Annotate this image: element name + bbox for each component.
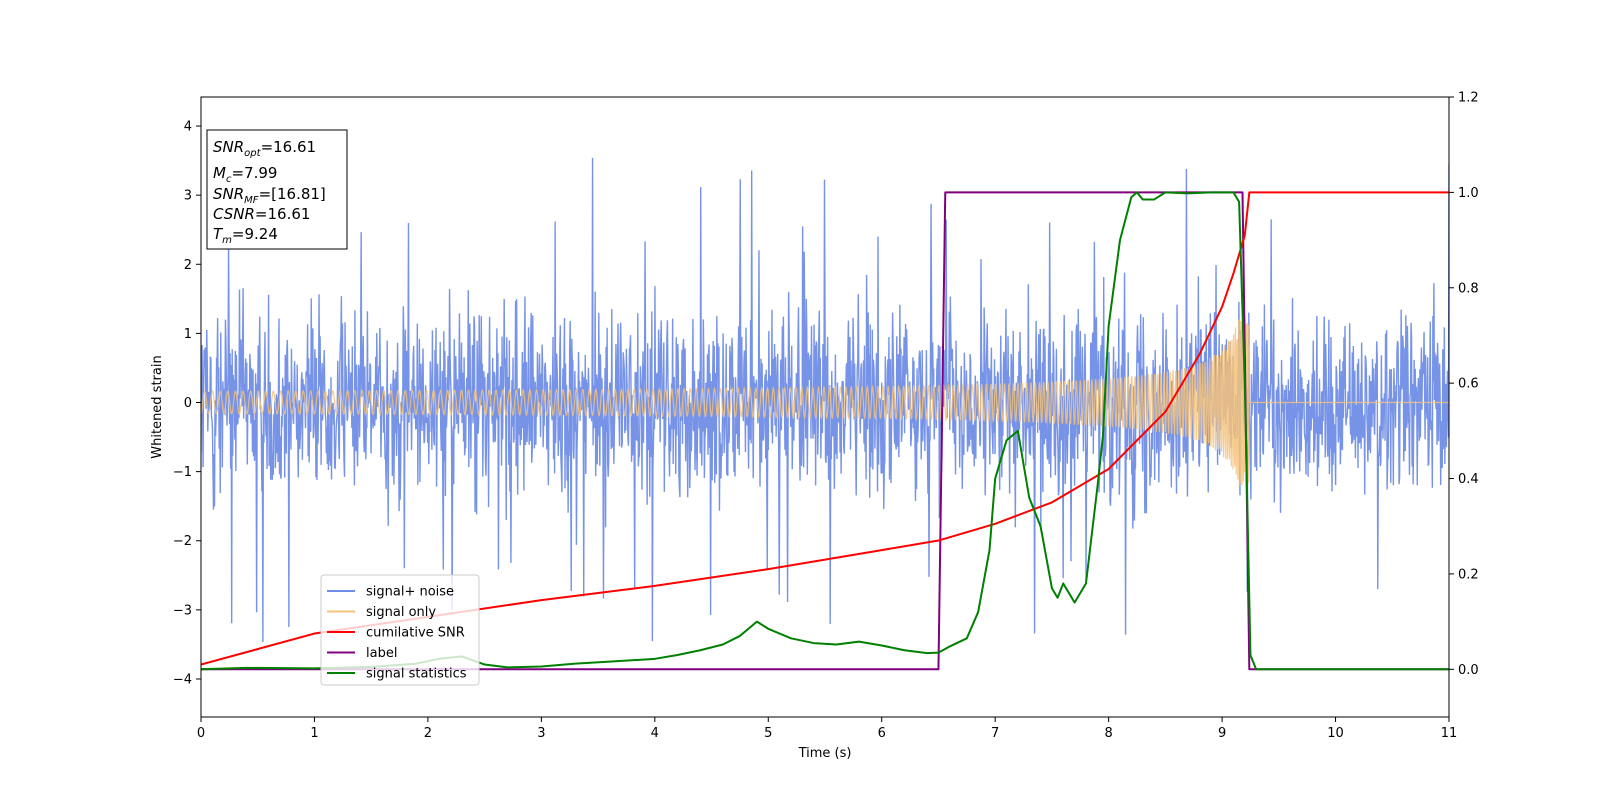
y-right-tick-label: 1.2 — [1458, 91, 1479, 106]
info-snr-opt: SNRopt=16.61 — [213, 138, 316, 159]
info-mc-value: =7.99 — [231, 164, 277, 182]
legend-frame — [320, 574, 480, 686]
x-tick-label: 4 — [651, 726, 659, 741]
left-y-axis: −4 −3 −2 −1 0 1 2 3 4 — [173, 120, 201, 687]
x-tick-label: 5 — [764, 726, 772, 741]
legend-label-label: label — [366, 646, 397, 661]
plot-frame — [200, 96, 1450, 718]
y-left-tick-label: 2 — [184, 258, 192, 273]
info-snr-mf-sub: MF — [244, 195, 259, 206]
info-tm-sub: m — [222, 235, 232, 246]
x-axis-label: Time (s) — [798, 746, 852, 761]
x-tick-label: 8 — [1104, 726, 1112, 741]
info-box-frame — [206, 129, 348, 250]
x-tick-label: 9 — [1218, 726, 1226, 741]
y-left-tick-label: −4 — [173, 672, 192, 687]
y-right-tick-label: 0.0 — [1458, 663, 1479, 678]
info-snr-mf: SNRMF=[16.81] — [213, 185, 326, 206]
y-axis-label: Whitened strain — [150, 355, 165, 458]
y-left-tick-label: 1 — [184, 327, 192, 342]
y-left-tick-label: −1 — [173, 465, 192, 480]
x-tick-label: 1 — [310, 726, 318, 741]
info-mc: Mc=7.99 — [213, 164, 277, 185]
info-snr-mf-value: =[16.81] — [259, 185, 326, 203]
y-left-tick-label: 4 — [184, 120, 192, 135]
info-mc-base: M — [213, 164, 226, 182]
legend-label-signal-statistics: signal statistics — [366, 667, 467, 682]
x-axis: 0 1 2 3 4 5 6 7 8 9 10 11 — [197, 717, 1457, 741]
y-right-tick-label: 0.6 — [1458, 377, 1479, 392]
series-signal-statistics-line — [201, 191, 1449, 671]
legend-label-signal-noise: signal+ noise — [366, 585, 454, 600]
info-snr-opt-base: SNR — [213, 138, 244, 156]
info-snr-opt-sub: opt — [244, 148, 261, 159]
x-tick-label: 10 — [1327, 726, 1344, 741]
y-right-tick-label: 0.8 — [1458, 281, 1479, 296]
plot-area — [201, 157, 1449, 671]
info-csnr-value: =16.61 — [255, 205, 311, 223]
info-tm-value: =9.24 — [232, 225, 278, 243]
y-left-tick-label: 0 — [184, 396, 192, 411]
legend-label-signal-only: signal only — [366, 605, 436, 620]
y-right-tick-label: 0.2 — [1458, 567, 1479, 582]
x-tick-label: 3 — [537, 726, 545, 741]
info-mc-sub: c — [226, 174, 232, 185]
series-signal-only-line — [201, 318, 1449, 486]
info-tm-base: T — [213, 225, 224, 243]
y-right-tick-label: 1.0 — [1458, 186, 1479, 201]
info-box: SNRopt=16.61 Mc=7.99 SNRMF=[16.81] CSNR=… — [206, 129, 348, 250]
y-left-tick-label: −3 — [173, 603, 192, 618]
y-right-tick-label: 0.4 — [1458, 472, 1479, 487]
info-csnr-base: CSNR — [213, 205, 255, 223]
x-tick-label: 7 — [991, 726, 999, 741]
info-tm: Tm=9.24 — [213, 225, 278, 246]
legend: signal+ noise signal only cumilative SNR la… — [320, 574, 480, 686]
right-y-axis: 0.0 0.2 0.4 0.6 0.8 1.0 1.2 — [1449, 91, 1479, 678]
x-tick-label: 11 — [1441, 726, 1458, 741]
legend-label-cumulative-snr: cumilative SNR — [366, 626, 465, 641]
series-cumulative-snr-line — [201, 191, 1449, 666]
info-snr-opt-value: =16.61 — [261, 138, 317, 156]
y-left-tick-label: 3 — [184, 189, 192, 204]
y-left-tick-label: −2 — [173, 534, 192, 549]
x-tick-label: 0 — [197, 726, 205, 741]
x-tick-label: 6 — [878, 726, 886, 741]
info-csnr: CSNR=16.61 — [213, 205, 310, 223]
x-tick-label: 2 — [424, 726, 432, 741]
info-snr-mf-base: SNR — [213, 185, 244, 203]
